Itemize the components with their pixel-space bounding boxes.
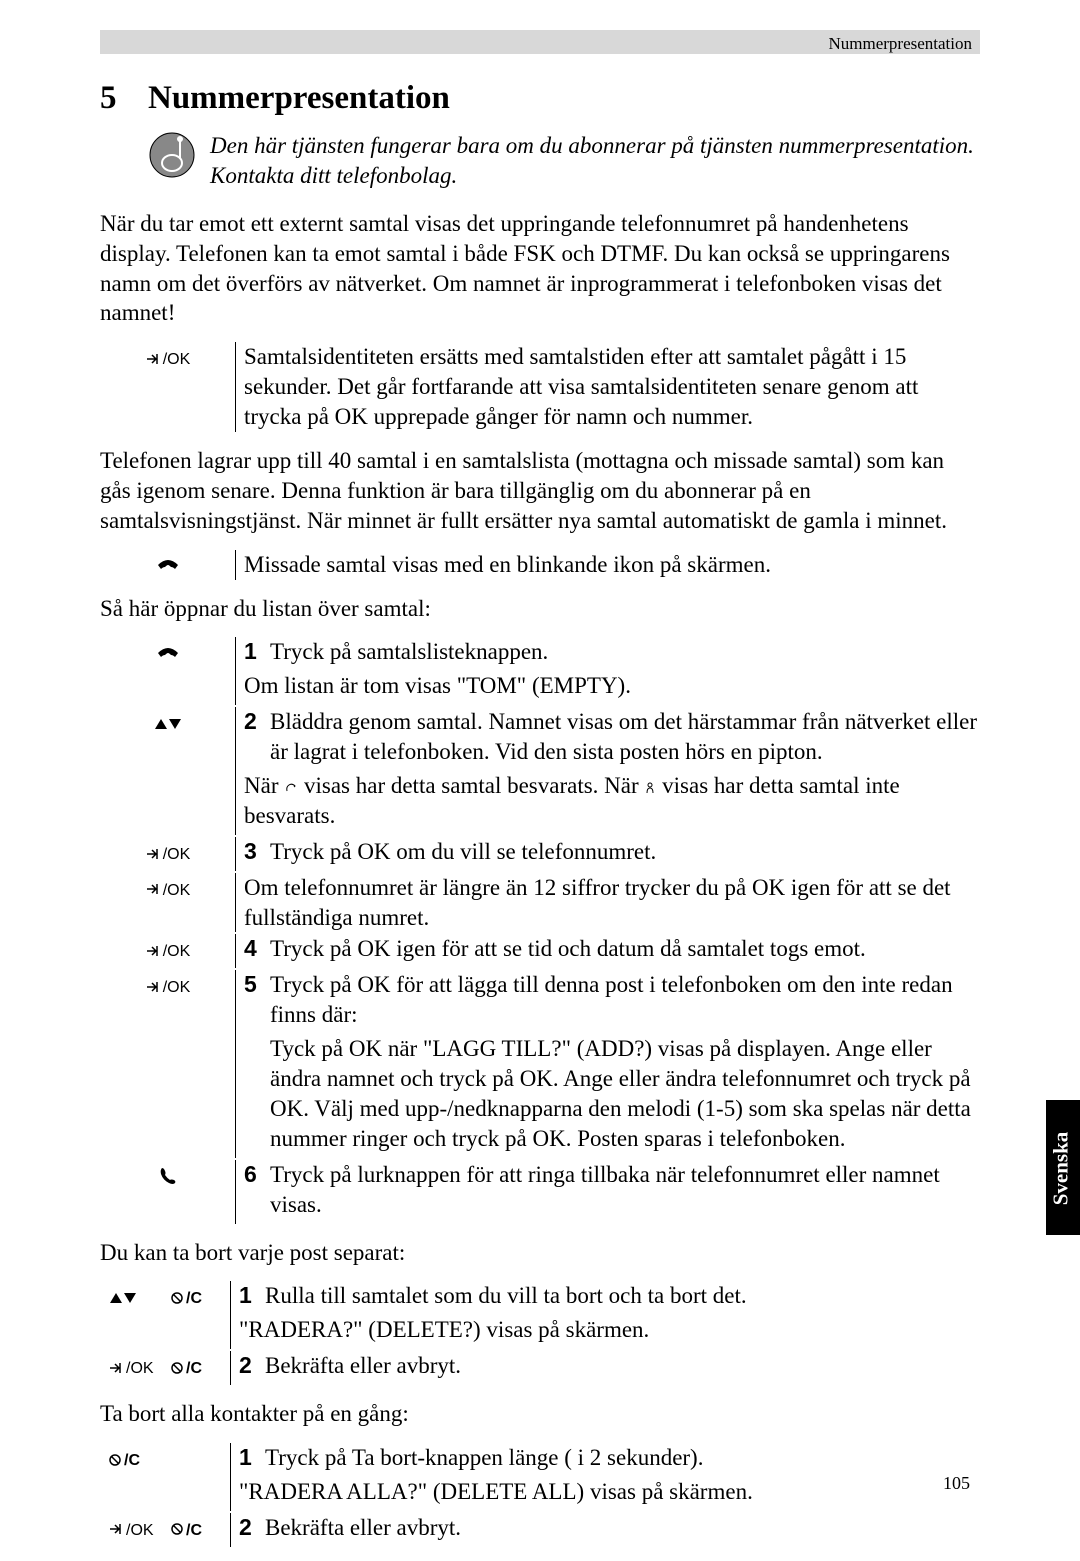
handset-icon <box>100 1160 235 1224</box>
step-num: 6 <box>244 1160 270 1220</box>
step-text: 5Tryck på OK för att lägga till denna po… <box>235 970 980 1157</box>
step-num: 2 <box>239 1513 265 1543</box>
phone-icon <box>100 550 235 580</box>
intro-text: Den här tjänsten fungerar bara om du abo… <box>210 131 980 191</box>
updown-icon <box>100 1281 170 1349</box>
step-row-3b: /OK Om telefonnumret är längre än 12 sif… <box>100 873 980 933</box>
info-text-2: Missade samtal visas med en blinkande ik… <box>235 550 980 580</box>
step-text: Om telefonnumret är längre än 12 siffror… <box>235 873 980 933</box>
page-number: 105 <box>943 1473 970 1494</box>
delall-text: 1Tryck på Ta bort-knappen länge ( i 2 se… <box>230 1443 980 1511</box>
delall-text: 2Bekräfta eller avbryt. <box>230 1513 980 1547</box>
step-num: 2 <box>239 1351 265 1381</box>
ok-icon: /OK <box>100 970 235 1157</box>
step-text: 6Tryck på lurknappen för att ringa tillb… <box>235 1160 980 1224</box>
delall-row-2: /OK /C 2Bekräfta eller avbryt. <box>100 1513 980 1547</box>
delall-row-1: /C 1Tryck på Ta bort-knappen länge ( i 2… <box>100 1443 980 1511</box>
step-num: 1 <box>244 637 270 667</box>
step-text: 4Tryck på OK igen för att se tid och dat… <box>235 934 980 968</box>
step-2b: När visas har detta samtal besvarats. Nä… <box>244 771 980 831</box>
step-num: 1 <box>239 1443 265 1473</box>
ok-icon: /OK <box>100 1351 170 1385</box>
ok-icon: /OK <box>100 1513 170 1547</box>
header-text: Nummerpresentation <box>828 34 972 54</box>
info-row-1: /OK Samtalsidentiteten ersätts med samta… <box>100 342 980 432</box>
step-num: 1 <box>239 1281 265 1311</box>
ok-icon: /OK <box>100 342 235 432</box>
del-row-1: /C 1Rulla till samtalet som du vill ta b… <box>100 1281 980 1349</box>
step-text: 3Tryck på OK om du vill se telefonnumret… <box>235 837 980 871</box>
del-row-2: /OK /C 2Bekräfta eller avbryt. <box>100 1351 980 1385</box>
ok-icon: /OK <box>100 873 235 933</box>
step-num: 5 <box>244 970 270 1030</box>
intro-2: Så här öppnar du listan över samtal: <box>100 594 980 624</box>
info-text-1: Samtalsidentiteten ersätts med samtalsti… <box>235 342 980 432</box>
step-num: 4 <box>244 934 270 964</box>
step-text: 2Bläddra genom samtal. Namnet visas om d… <box>235 707 980 835</box>
updown-icon <box>100 707 235 835</box>
header-bar: Nummerpresentation <box>100 30 980 54</box>
note-icon <box>148 131 210 191</box>
del-text: 1Rulla till samtalet som du vill ta bort… <box>230 1281 980 1349</box>
phone-icon <box>100 637 235 705</box>
paragraph-3: Du kan ta bort varje post separat: <box>100 1238 980 1268</box>
step-row-3: /OK 3Tryck på OK om du vill se telefonnu… <box>100 837 980 871</box>
c-icon: /C <box>170 1513 230 1547</box>
ok-icon: /OK <box>100 837 235 871</box>
page-content: 5 Nummerpresentation Den här tjänsten fu… <box>100 80 980 1561</box>
paragraph-2: Telefonen lagrar upp till 40 samtal i en… <box>100 446 980 536</box>
c-icon: /C <box>170 1281 230 1349</box>
info-row-2: Missade samtal visas med en blinkande ik… <box>100 550 980 580</box>
language-tab: Svenska <box>1046 1100 1080 1235</box>
del-text: 2Bekräfta eller avbryt. <box>230 1351 980 1385</box>
step-row-1: 1Tryck på samtalslisteknappen. Om listan… <box>100 637 980 705</box>
step-text: 1Tryck på samtalslisteknappen. Om listan… <box>235 637 980 705</box>
intro-row: Den här tjänsten fungerar bara om du abo… <box>148 131 980 191</box>
paragraph-4: Ta bort alla kontakter på en gång: <box>100 1399 980 1429</box>
step-row-6: 6Tryck på lurknappen för att ringa tillb… <box>100 1160 980 1224</box>
ok-icon: /OK <box>100 934 235 968</box>
language-label: Svenska <box>1048 1132 1073 1206</box>
section-heading: 5 Nummerpresentation <box>100 80 980 117</box>
paragraph-1: När du tar emot ett externt samtal visas… <box>100 209 980 329</box>
step-row-5: /OK 5Tryck på OK för att lägga till denn… <box>100 970 980 1157</box>
step-num: 2 <box>244 707 270 767</box>
step-num: 3 <box>244 837 270 867</box>
section-number: 5 <box>100 80 148 117</box>
step-row-4: /OK 4Tryck på OK igen för att se tid och… <box>100 934 980 968</box>
c-icon: /C <box>170 1351 230 1385</box>
section-title: Nummerpresentation <box>148 80 450 117</box>
step-row-2: 2Bläddra genom samtal. Namnet visas om d… <box>100 707 980 835</box>
c-icon: /C <box>100 1443 170 1511</box>
